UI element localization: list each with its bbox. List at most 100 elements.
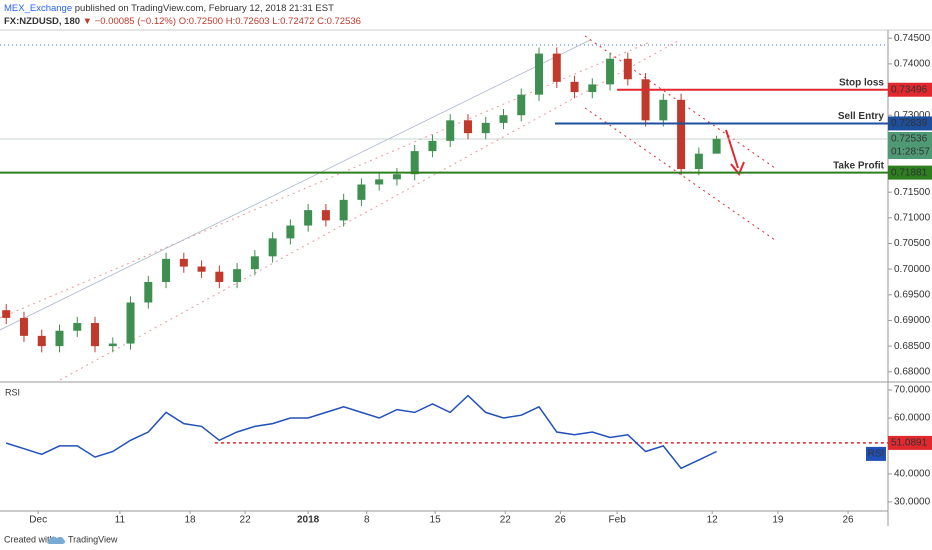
candle-body xyxy=(215,271,224,282)
level-value: 0.73496 xyxy=(891,84,928,95)
rsi-level-value: 51.0891 xyxy=(891,438,928,449)
footer-brand[interactable]: TradingView xyxy=(68,534,118,544)
arrow-shaft xyxy=(725,129,739,169)
x-tick-label: 12 xyxy=(707,515,719,526)
candle-body xyxy=(108,343,117,347)
brand-logo xyxy=(47,536,66,544)
level-name: Sell Entry xyxy=(838,111,885,122)
arrow-head xyxy=(730,161,745,176)
candle-body xyxy=(463,120,472,134)
y-tick-label: 60.0000 xyxy=(894,413,931,424)
candle-body xyxy=(481,122,490,134)
candle-body xyxy=(552,53,561,82)
y-tick-label: 0.69000 xyxy=(894,315,931,326)
candle-body xyxy=(19,317,28,336)
countdown: 01:28:57 xyxy=(891,147,930,158)
candle-body xyxy=(712,138,721,154)
candle-body xyxy=(197,266,206,272)
candle-body xyxy=(250,256,259,270)
x-tick-label: 2018 xyxy=(297,515,320,526)
change: ▼ −0.00085 (−0.12%) xyxy=(83,16,179,27)
y-tick-label: 0.70500 xyxy=(894,238,931,249)
candle-body xyxy=(499,115,508,123)
candle-body xyxy=(126,302,135,344)
y-tick-label: 0.69500 xyxy=(894,289,931,300)
publisher[interactable]: MEX_Exchange xyxy=(4,3,72,14)
candle-body xyxy=(446,120,455,141)
last-price-value: 0.72536 xyxy=(891,134,928,145)
arrow xyxy=(725,129,745,176)
candle-body xyxy=(428,140,437,152)
rsi-line xyxy=(5,394,717,470)
published: published on TradingView.com, February 1… xyxy=(72,3,334,14)
last-price-tag xyxy=(888,132,932,160)
candle-body xyxy=(535,53,544,95)
candle-body xyxy=(606,58,615,85)
y-tick-label: 0.70000 xyxy=(894,264,931,275)
candle-body xyxy=(162,258,171,282)
level-value: 0.72839 xyxy=(891,118,928,129)
y-tick-label: 0.68000 xyxy=(894,366,931,377)
candle-body xyxy=(37,335,46,347)
candle-body xyxy=(268,238,277,257)
y-tick-label: 0.74000 xyxy=(894,59,931,70)
x-tick-label: Dec xyxy=(29,515,47,526)
y-tick-label: 70.0000 xyxy=(894,385,931,396)
y-tick-label: 0.74500 xyxy=(894,33,931,44)
y-tick-label: 30.0000 xyxy=(894,497,931,508)
x-tick-label: 8 xyxy=(364,515,370,526)
ohlc-high: H:0.72603 xyxy=(226,16,272,27)
candle-body xyxy=(233,269,242,282)
x-tick-label: 18 xyxy=(184,515,196,526)
x-tick-label: 22 xyxy=(500,515,512,526)
candle-body xyxy=(55,330,64,347)
candle-body xyxy=(623,58,632,80)
y-tick-label: 0.71500 xyxy=(894,187,931,198)
candle-body xyxy=(375,179,384,185)
candle-body xyxy=(694,153,703,170)
candle-body xyxy=(677,99,686,170)
candle-body xyxy=(73,323,82,331)
ohlc-close: C:0.72536 xyxy=(317,16,361,27)
channel-mid xyxy=(0,39,591,331)
candle-body xyxy=(321,210,330,221)
y-tick-label: 0.73000 xyxy=(894,110,931,121)
x-tick-label: 11 xyxy=(115,515,126,526)
level-value: 0.71881 xyxy=(891,167,928,178)
candle-body xyxy=(410,151,419,175)
candle-body xyxy=(659,99,668,121)
level-tag xyxy=(888,82,932,97)
candle-body xyxy=(144,281,153,303)
x-tick-label: 26 xyxy=(555,515,567,526)
candle-body xyxy=(392,174,401,180)
x-tick-label: 15 xyxy=(430,515,442,526)
x-tick-label: Feb xyxy=(609,515,627,526)
x-tick-label: 26 xyxy=(842,515,854,526)
x-tick-label: 22 xyxy=(240,515,252,526)
candle-body xyxy=(339,199,348,221)
legend-tag xyxy=(866,446,886,461)
level-tag xyxy=(888,165,932,180)
header-line-1: MEX_Exchange published on TradingView.co… xyxy=(4,3,334,14)
candle-body xyxy=(179,258,188,267)
candle-body xyxy=(304,210,313,226)
candle-body xyxy=(570,81,579,93)
level-name: Take Profit xyxy=(833,160,885,171)
candle-body xyxy=(588,84,597,93)
y-tick-label: 0.68500 xyxy=(894,341,931,352)
candle-body xyxy=(91,323,100,347)
header-line-2: FX:NZDUSD, 180 ▼ −0.00085 (−0.12%) O:0.7… xyxy=(4,16,361,27)
candle-body xyxy=(517,94,526,116)
candle-body xyxy=(286,225,295,239)
footer-created: Created with xyxy=(4,534,55,544)
ohlc-low: L:0.72472 xyxy=(272,16,317,27)
rsi-level-tag xyxy=(888,435,932,450)
y-tick-label: 40.0000 xyxy=(894,469,931,480)
level-tag xyxy=(888,116,932,131)
channel-lower xyxy=(59,39,681,381)
rsi-title: RSI xyxy=(5,387,20,397)
x-tick-label: 19 xyxy=(772,515,784,526)
legend-name: RSI xyxy=(868,449,885,460)
down-channel-lower xyxy=(584,107,776,241)
